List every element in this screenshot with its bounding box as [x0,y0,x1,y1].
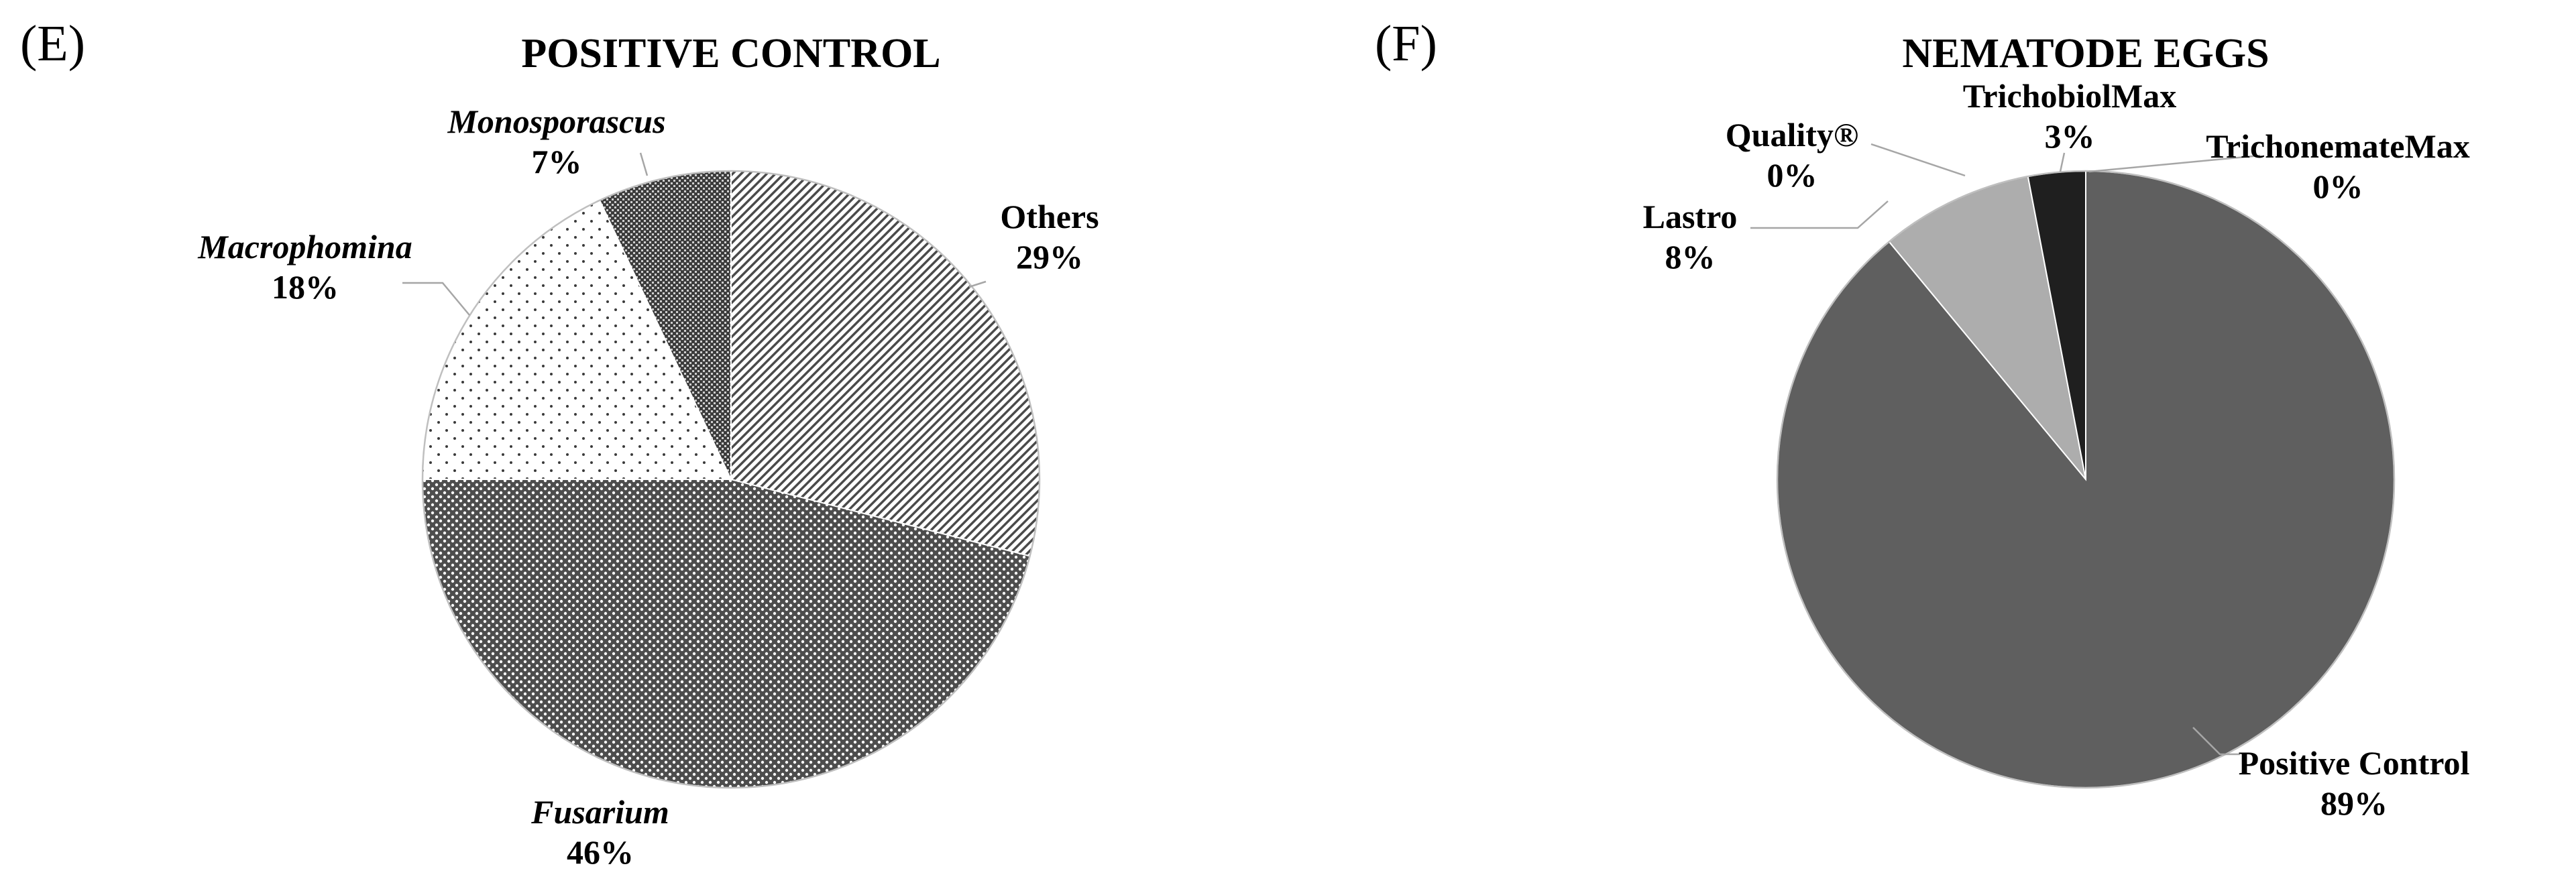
slice-value-monosporascus: 7% [532,143,582,180]
pie-outline [421,170,1041,789]
slice-label-monosporascus: Monosporascus [447,103,665,140]
leader-line-positive-control [2192,727,2240,756]
pie-outline [1776,170,2396,789]
slice-value-others: 29% [1016,238,1083,276]
leader-line-trichobiolmax [2059,152,2066,172]
panel-label-f: (F) [1375,15,1437,72]
leader-line-lastro [1750,200,1889,229]
slice-value-positive-control: 89% [2320,784,2388,822]
slice-label-trichobiolmax: TrichobiolMax [1963,77,2177,115]
leader-line-trichonematemax [2088,154,2261,173]
slice-label-trichonematemax: TrichonemateMax [2206,127,2469,165]
slice-value-lastro: 8% [1665,238,1716,276]
leader-line-monosporascus [639,152,649,176]
slice-value-fusarium: 46% [567,833,634,871]
chart-title-e: POSITIVE CONTROL [521,31,940,76]
leader-line-others [968,280,987,288]
slice-label-fusarium: Fusarium [530,793,669,831]
chart-title-f: NEMATODE EGGS [1902,31,2269,76]
slice-label-others: Others [1000,198,1099,235]
slice-value-trichonematemax: 0% [2313,168,2363,205]
slice-value-quality: 0% [1767,156,1817,194]
slice-value-macrophomina: 18% [272,268,339,306]
slice-label-lastro: Lastro [1643,198,1738,235]
slice-value-trichobiolmax: 3% [2045,117,2095,155]
leader-line-quality [1870,143,1966,177]
slice-label-macrophomina: Macrophomina [197,228,412,265]
panel-label-e: (E) [20,15,85,72]
leader-line-macrophomina [402,282,470,316]
slice-label-positive-control: Positive Control [2239,744,2470,782]
slice-label-quality: Quality® [1726,116,1859,154]
